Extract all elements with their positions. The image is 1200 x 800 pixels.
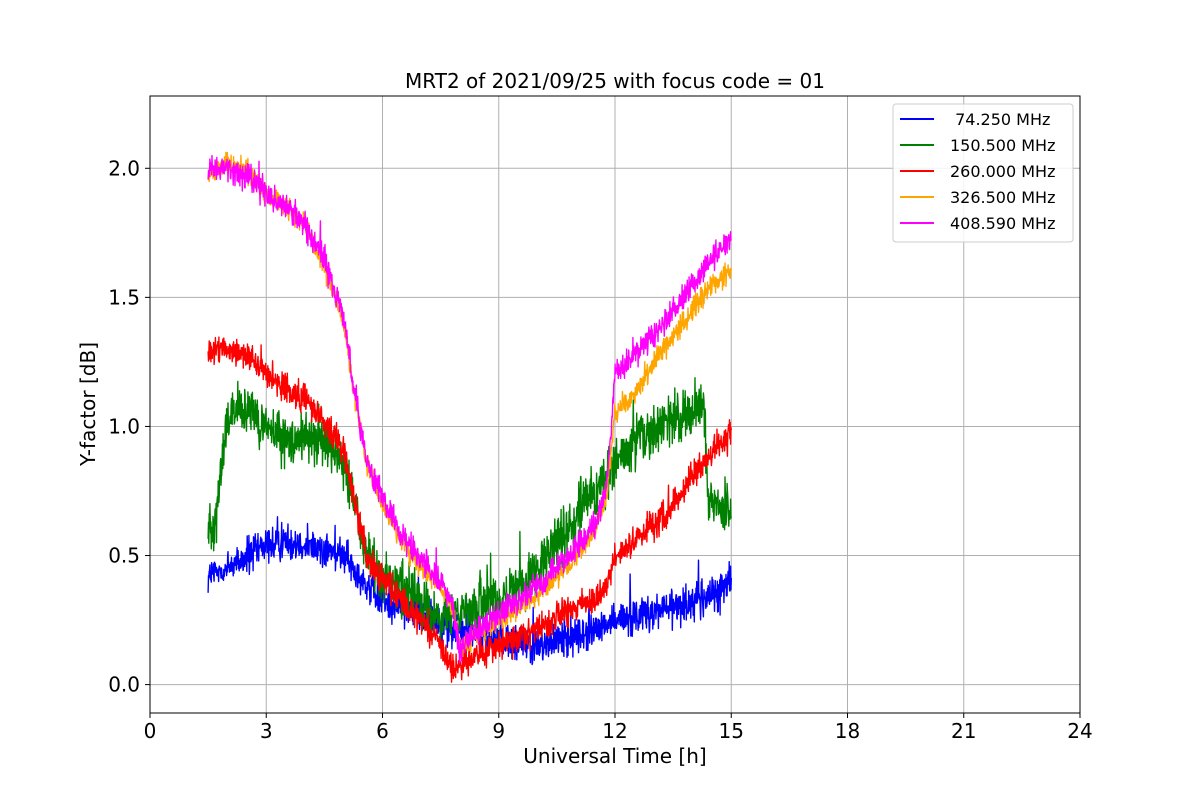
series-layer [207, 151, 732, 683]
y-tick-label: 1.5 [108, 285, 140, 309]
x-tick-label: 3 [260, 719, 273, 743]
x-tick-label: 21 [951, 719, 976, 743]
chart-title: MRT2 of 2021/09/25 with focus code = 01 [405, 69, 825, 93]
x-tick-label: 15 [719, 719, 744, 743]
y-tick-label: 1.0 [108, 414, 140, 438]
y-tick-label: 2.0 [108, 156, 140, 180]
legend-label: 260.000 MHz [950, 162, 1055, 181]
legend-label: 150.500 MHz [950, 136, 1055, 155]
legend-label: 408.590 MHz [950, 214, 1055, 233]
x-tick-label: 24 [1067, 719, 1092, 743]
y-tick-label: 0.0 [108, 673, 140, 697]
x-tick-label: 12 [602, 719, 627, 743]
series-line [207, 377, 732, 642]
x-tick-label: 18 [835, 719, 860, 743]
x-axis-label: Universal Time [h] [523, 744, 706, 768]
y-axis-ticks: 0.0 0.5 1.0 1.5 2.0 [108, 156, 150, 697]
x-tick-label: 6 [376, 719, 389, 743]
y-axis-label: Y-factor [dB] [76, 342, 100, 467]
legend: 74.250 MHz 150.500 MHz 260.000 MHz 326.500 … [892, 103, 1074, 243]
legend-label: 326.500 MHz [950, 188, 1055, 207]
x-axis-ticks: 0 3 6 9 12 15 18 21 24 [144, 713, 1093, 743]
y-tick-label: 0.5 [108, 544, 140, 568]
legend-box [892, 103, 1074, 243]
series-line [207, 154, 732, 664]
x-tick-label: 0 [144, 719, 157, 743]
series-line [207, 336, 732, 683]
x-tick-label: 9 [492, 719, 505, 743]
plot-frame [149, 95, 1081, 714]
legend-label: 74.250 MHz [950, 110, 1050, 129]
